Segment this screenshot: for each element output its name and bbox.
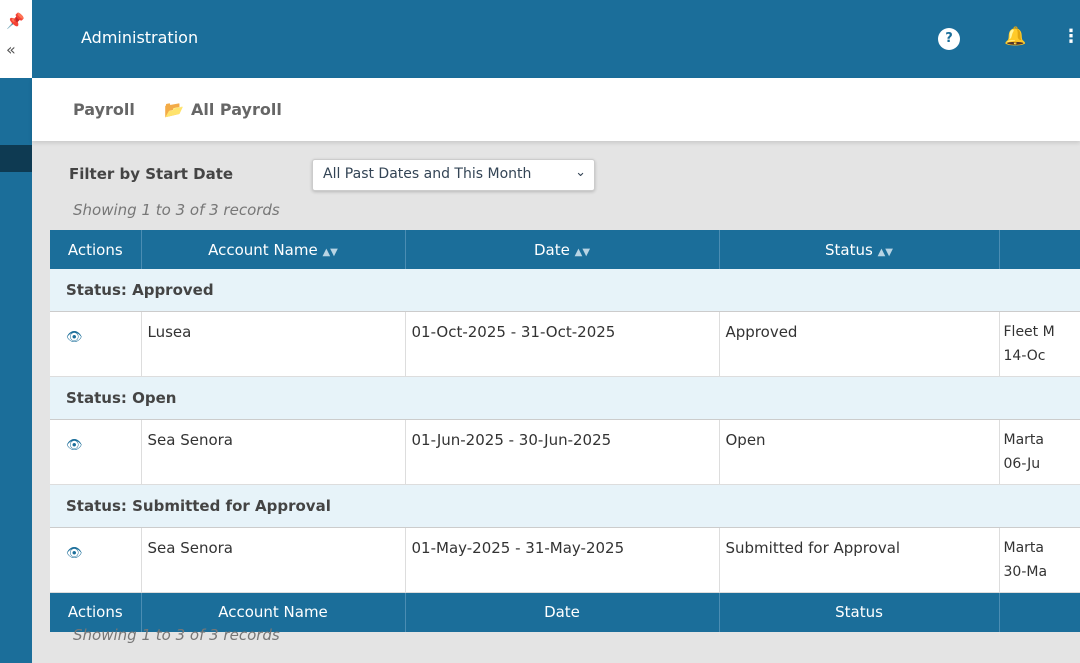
status-cell: Open: [719, 419, 1000, 485]
breadcrumb: Payroll 📂 All Payroll: [32, 78, 1080, 141]
status-cell: Approved: [719, 311, 1000, 377]
table-row: 👁 Lusea 01-Oct-2025 - 31-Oct-2025 Approv…: [50, 311, 1080, 377]
group-label: Status: Open: [50, 376, 1080, 420]
start-date-filter-select[interactable]: All Past Dates and This Month ⌄: [312, 159, 595, 191]
extra-cell: Marta 06-Ju: [999, 419, 1080, 485]
bell-icon[interactable]: 🔔: [1004, 26, 1027, 47]
group-row: Status: Approved: [50, 269, 1080, 312]
header-date[interactable]: Date ▲▼: [405, 230, 720, 269]
records-count-top: Showing 1 to 3 of 3 records: [73, 201, 280, 219]
footer-extra: [999, 592, 1080, 632]
table-row: 👁 Sea Senora 01-May-2025 - 31-May-2025 S…: [50, 527, 1080, 593]
table-row: 👁 Sea Senora 01-Jun-2025 - 30-Jun-2025 O…: [50, 419, 1080, 485]
sort-icon: ▲▼: [322, 246, 338, 258]
collapse-icon[interactable]: «: [6, 40, 16, 59]
date-cell: 01-May-2025 - 31-May-2025: [405, 527, 720, 593]
header-extra: [999, 230, 1080, 269]
header-status[interactable]: Status ▲▼: [719, 230, 1000, 269]
header-account-name[interactable]: Account Name ▲▼: [141, 230, 406, 269]
kebab-menu-icon[interactable]: ⋮: [1062, 26, 1080, 47]
date-cell: 01-Jun-2025 - 30-Jun-2025: [405, 419, 720, 485]
account-name-cell: Lusea: [141, 311, 406, 377]
footer-status: Status: [719, 592, 1000, 632]
folder-icon: 📂: [164, 100, 184, 119]
view-eye-icon[interactable]: 👁: [66, 330, 83, 345]
sidebar-top: [0, 0, 32, 78]
select-value: All Past Dates and This Month: [323, 166, 532, 182]
top-bar: Administration ? 🔔 ⋮: [32, 0, 1080, 78]
group-label: Status: Approved: [50, 269, 1080, 312]
group-row: Status: Open: [50, 376, 1080, 420]
account-name-cell: Sea Senora: [141, 419, 406, 485]
breadcrumb-root[interactable]: Payroll: [73, 100, 135, 119]
header-actions: Actions: [50, 230, 142, 269]
chevron-down-icon: ⌄: [575, 165, 586, 180]
pin-icon[interactable]: 📌: [6, 12, 25, 30]
date-cell: 01-Oct-2025 - 31-Oct-2025: [405, 311, 720, 377]
sidebar-item-active[interactable]: [0, 145, 32, 172]
footer-actions: Actions: [50, 592, 142, 632]
help-icon[interactable]: ?: [938, 28, 960, 50]
account-name-cell: Sea Senora: [141, 527, 406, 593]
view-eye-icon[interactable]: 👁: [66, 438, 83, 453]
filter-label: Filter by Start Date: [69, 165, 234, 183]
extra-cell: Marta 30-Ma: [999, 527, 1080, 593]
group-label: Status: Submitted for Approval: [50, 484, 1080, 528]
app-title: Administration: [81, 28, 199, 47]
sidebar: [0, 0, 32, 663]
footer-date: Date: [405, 592, 720, 632]
breadcrumb-current[interactable]: All Payroll: [191, 100, 282, 119]
footer-account-name: Account Name: [141, 592, 406, 632]
status-cell: Submitted for Approval: [719, 527, 1000, 593]
extra-cell: Fleet M 14-Oc: [999, 311, 1080, 377]
sort-icon: ▲▼: [574, 246, 591, 258]
group-row: Status: Submitted for Approval: [50, 484, 1080, 528]
view-eye-icon[interactable]: 👁: [66, 546, 83, 561]
records-count-bottom: Showing 1 to 3 of 3 records: [73, 626, 280, 644]
payroll-table: Actions Account Name ▲▼ Date ▲▼ Status ▲…: [50, 230, 1080, 632]
sort-icon: ▲▼: [877, 246, 893, 258]
